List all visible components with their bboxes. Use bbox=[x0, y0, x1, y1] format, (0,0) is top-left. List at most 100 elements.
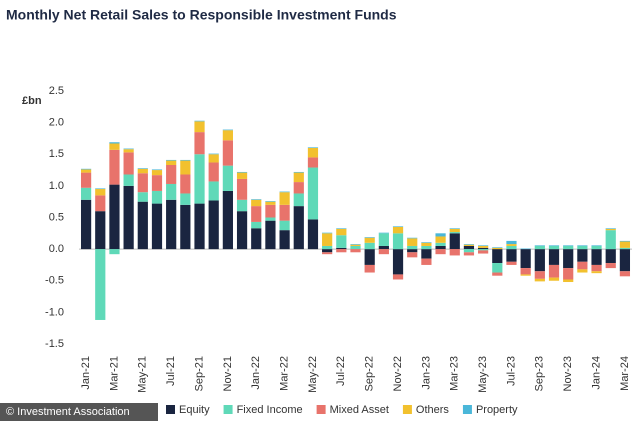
bar-segment bbox=[534, 278, 545, 282]
legend-swatch bbox=[402, 405, 412, 414]
y-tick-label: 2.0 bbox=[49, 117, 64, 129]
y-tick-label: 0.0 bbox=[49, 243, 64, 255]
bar-segment bbox=[95, 195, 106, 212]
bar-segment bbox=[591, 245, 602, 246]
bar-segment bbox=[279, 192, 290, 205]
bar-segment bbox=[478, 249, 489, 251]
bar-segment bbox=[80, 169, 92, 173]
bar-segment bbox=[350, 244, 361, 245]
bar-segment bbox=[236, 178, 248, 200]
bar-segment bbox=[435, 236, 446, 243]
bar-segment bbox=[251, 199, 262, 207]
bar-segment bbox=[378, 245, 389, 250]
x-tick-label: May-22 bbox=[307, 356, 319, 393]
bar-segment bbox=[605, 228, 616, 229]
bar-segment bbox=[336, 228, 347, 236]
bar-segment bbox=[350, 249, 361, 253]
bar-segment bbox=[548, 249, 560, 265]
bar-segment bbox=[279, 204, 290, 221]
x-tick-label: Sep-22 bbox=[364, 356, 376, 391]
bar-segment bbox=[293, 182, 304, 194]
legend-label: Equity bbox=[179, 404, 210, 416]
bar-segment bbox=[208, 153, 219, 155]
x-tick-label: Mar-21 bbox=[108, 356, 120, 391]
bar-segment bbox=[137, 168, 148, 174]
bar-segment bbox=[463, 249, 475, 253]
x-tick-label: Nov-22 bbox=[392, 356, 404, 391]
bar-segment bbox=[194, 203, 205, 250]
bar-segment bbox=[109, 149, 120, 185]
bar-segment bbox=[236, 211, 248, 250]
legend-label: Mixed Asset bbox=[330, 404, 389, 416]
bar-segment bbox=[435, 242, 446, 246]
bar-segment bbox=[421, 242, 432, 243]
bar-segment bbox=[180, 193, 191, 205]
bar-segment bbox=[123, 152, 134, 175]
bar-segment bbox=[279, 220, 290, 231]
bar-segment bbox=[180, 174, 191, 194]
bar-segment bbox=[350, 245, 361, 250]
bar-segment bbox=[265, 204, 276, 218]
bar-segment bbox=[137, 173, 148, 193]
bar-segment bbox=[421, 242, 432, 246]
bar-segment bbox=[236, 172, 248, 179]
y-tick-label: 1.0 bbox=[49, 180, 64, 192]
bar-segment bbox=[307, 147, 319, 148]
bar-segment bbox=[222, 129, 233, 131]
bar-segment bbox=[95, 211, 106, 250]
bar-segment bbox=[392, 226, 404, 227]
bar-segment bbox=[336, 228, 347, 229]
bar-segment bbox=[591, 245, 602, 250]
bar-segment bbox=[407, 252, 418, 258]
bar-segment bbox=[293, 206, 304, 250]
bar-segment bbox=[619, 247, 631, 250]
bar-segment bbox=[463, 244, 475, 245]
bar-segment bbox=[577, 245, 588, 246]
bar-segment bbox=[548, 245, 560, 250]
legend-label: Others bbox=[416, 404, 450, 416]
bar-segment bbox=[364, 249, 375, 265]
bar-segment bbox=[463, 252, 475, 256]
bar-segment bbox=[577, 269, 588, 273]
bar-segment bbox=[251, 228, 262, 250]
bar-segment bbox=[492, 247, 503, 250]
bar-segment bbox=[336, 249, 347, 253]
bar-segment bbox=[392, 249, 404, 275]
bar-segment bbox=[520, 268, 531, 275]
bar-segment bbox=[435, 233, 446, 237]
bar-segment bbox=[265, 201, 276, 205]
bar-segment bbox=[166, 199, 177, 250]
bar-segment bbox=[251, 199, 262, 200]
bar-segment bbox=[336, 235, 347, 248]
bar-segment bbox=[463, 245, 475, 250]
legend-label: Property bbox=[476, 404, 518, 416]
y-tick-label: -1.0 bbox=[45, 306, 64, 318]
bar-segment bbox=[378, 232, 389, 234]
bar-segment bbox=[407, 245, 418, 250]
bar-segment bbox=[378, 233, 389, 246]
bar-segment bbox=[478, 245, 489, 248]
bar-segment bbox=[166, 183, 177, 200]
x-tick-label: Jan-21 bbox=[80, 356, 92, 390]
legend-swatch bbox=[316, 405, 326, 414]
bar-segment bbox=[563, 249, 574, 269]
x-tick-label: May-23 bbox=[477, 356, 489, 393]
bar-segment bbox=[605, 230, 616, 250]
bar-segment bbox=[166, 159, 177, 161]
bar-segment bbox=[109, 184, 120, 250]
x-tick-label: Nov-21 bbox=[222, 356, 234, 391]
bar-segment bbox=[619, 249, 631, 272]
bar-segment bbox=[421, 249, 432, 259]
bar-segment bbox=[322, 232, 333, 234]
bar-segment bbox=[534, 249, 545, 272]
bar-segment bbox=[222, 165, 233, 191]
bar-segment bbox=[307, 219, 319, 250]
bar-segment bbox=[151, 190, 163, 204]
x-tick-label: Jul-21 bbox=[165, 356, 177, 386]
x-tick-label: Mar-23 bbox=[449, 356, 461, 391]
bar-segment bbox=[605, 263, 616, 269]
bar-segment bbox=[80, 168, 92, 170]
bar-segment bbox=[392, 226, 404, 234]
bar-segment bbox=[364, 237, 375, 243]
